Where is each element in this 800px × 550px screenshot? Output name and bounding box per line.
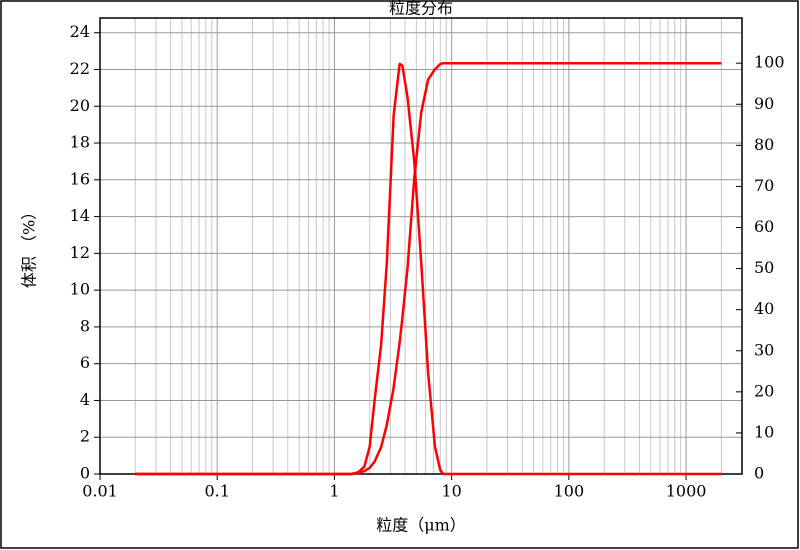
y2-tick-label: 10: [754, 422, 774, 441]
x-tick-label: 10: [441, 482, 461, 501]
y-axis-label: 体积 （%）: [20, 204, 39, 288]
y2-tick-label: 50: [754, 258, 774, 277]
y-tick-label: 24: [70, 22, 90, 41]
y-tick-label: 14: [70, 206, 90, 225]
y-tick-label: 22: [70, 59, 90, 78]
x-tick-label: 1000: [666, 482, 707, 501]
y-tick-label: 4: [80, 390, 90, 409]
y-tick-label: 2: [80, 427, 90, 446]
y2-tick-label: 40: [754, 299, 774, 318]
x-tick-label: 100: [554, 482, 585, 501]
y-tick-label: 16: [70, 169, 90, 188]
series-line: [135, 62, 722, 476]
x-axis-label: 粒度（μm）: [376, 516, 466, 535]
y2-tick-label: 0: [754, 464, 764, 483]
y-tick-label: 0: [80, 464, 90, 483]
y-tick-label: 18: [70, 133, 90, 152]
x-tick-label: 1: [329, 482, 339, 501]
y2-tick-label: 70: [754, 176, 774, 195]
x-tick-label: 0.1: [204, 482, 229, 501]
y-tick-label: 8: [80, 316, 90, 335]
chart-title: 粒度分布: [389, 0, 453, 18]
y-tick-label: 20: [70, 96, 90, 115]
y2-tick-label: 100: [754, 53, 785, 72]
series-line: [135, 61, 722, 476]
y2-tick-label: 30: [754, 340, 774, 359]
y2-tick-label: 60: [754, 217, 774, 236]
x-tick-label: 0.01: [82, 482, 118, 501]
y2-tick-label: 80: [754, 135, 774, 154]
y2-tick-label: 90: [754, 94, 774, 113]
y-tick-label: 10: [70, 280, 90, 299]
plot-frame: [99, 17, 743, 475]
y2-tick-label: 20: [754, 381, 774, 400]
y-tick-label: 6: [80, 353, 90, 372]
y-tick-label: 12: [70, 243, 90, 262]
